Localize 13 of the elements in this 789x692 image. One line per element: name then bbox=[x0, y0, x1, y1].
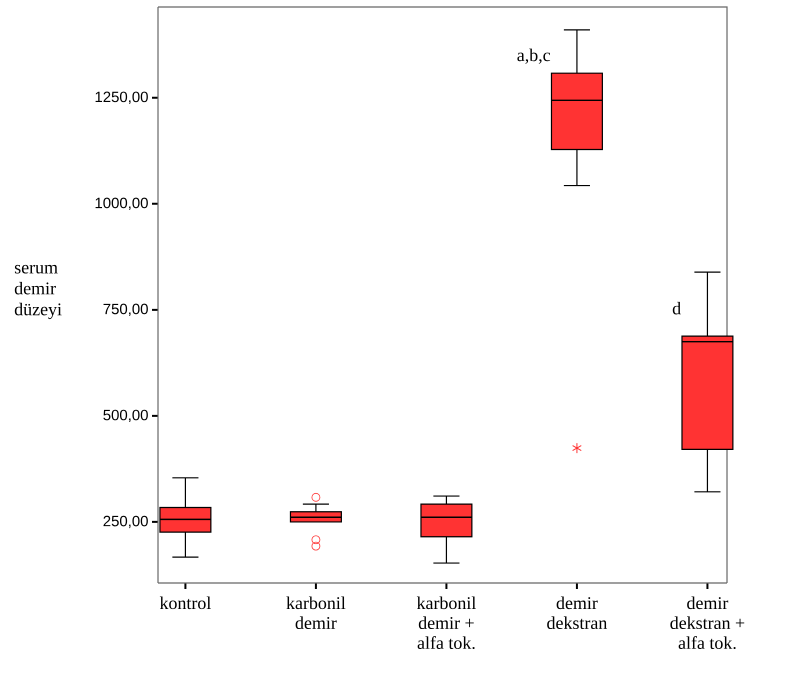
x-tick-label: demir dekstran + alfa tok. bbox=[670, 596, 744, 650]
x-tick-label: karbonil demir bbox=[286, 596, 346, 630]
annotation: a,b,c bbox=[517, 48, 550, 64]
y-tick-label: 500,00 bbox=[103, 410, 148, 422]
x-tick-label: demir dekstran bbox=[547, 596, 608, 630]
y-tick-label: 750,00 bbox=[104, 304, 148, 316]
y-axis-title: serum demir düzeyi bbox=[14, 264, 62, 320]
x-tick-label: karbonil demir + alfa tok. bbox=[416, 596, 476, 650]
x-tick-label: kontrol bbox=[160, 596, 211, 610]
y-tick-label: 1000,00 bbox=[96, 198, 148, 210]
annotation: d bbox=[672, 302, 681, 314]
y-tick-label: 1250,00 bbox=[96, 92, 148, 104]
y-tick-label: 250,00 bbox=[104, 516, 148, 528]
